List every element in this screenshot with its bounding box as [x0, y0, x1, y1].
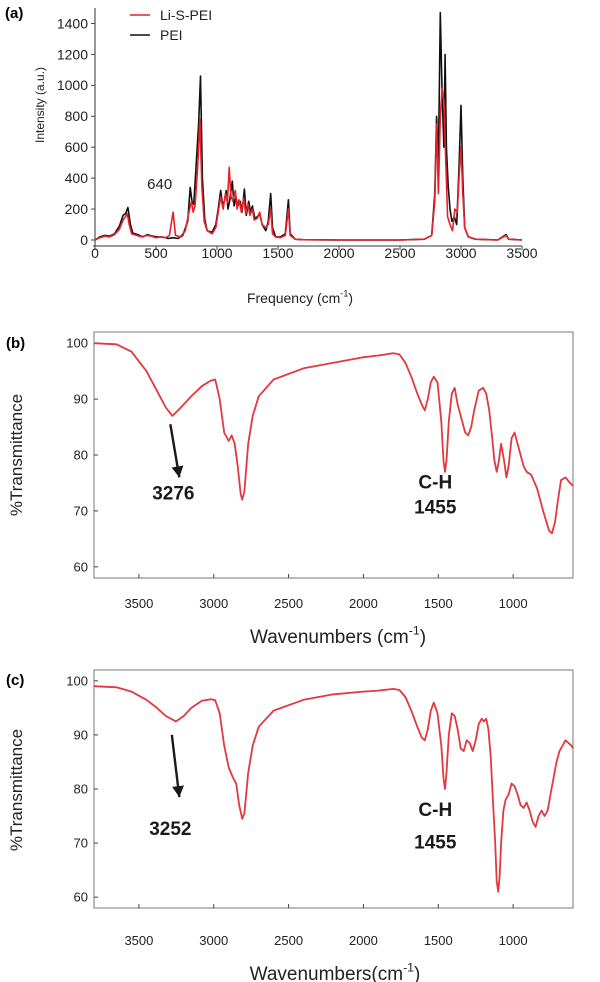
y-tick-label: 60 — [74, 559, 88, 574]
x-tick-label: 1500 — [424, 596, 453, 611]
x-axis-label: Wavenumbers(cm-1) — [250, 960, 421, 982]
annotation-label: C-H — [418, 800, 452, 821]
y-tick-label: 90 — [74, 727, 88, 742]
plot-frame — [93, 331, 574, 579]
x-tick-label: 1000 — [499, 933, 528, 948]
chart-panel-2: (c) 3500 3000 2500 2000 1500 1000 60 70 80 90 100 Wa… — [6, 669, 574, 982]
annotation-label: 1455 — [414, 498, 457, 519]
y-tick-label: 100 — [66, 336, 88, 351]
x-tick-label: 2500 — [384, 245, 415, 261]
annotation-label: 1455 — [414, 833, 457, 854]
x-axis-label-sup: -1 — [340, 289, 348, 299]
y-tick-label: 60 — [74, 890, 88, 905]
series-line-spectrum — [93, 342, 574, 535]
annotation-label: 3276 — [152, 484, 194, 505]
y-axis-label: %Transmittance — [7, 729, 26, 851]
y-tick-label: 100 — [66, 673, 88, 688]
x-axis-label-main: Wavenumbers(cm — [250, 964, 403, 982]
x-axis-label-end: ) — [420, 627, 426, 648]
panel-label: (a) — [5, 5, 23, 22]
chart-panel-0: (a) 0 500 1000 1500 2000 2500 3000 3500 0 200 400 60… — [5, 5, 538, 306]
legend-label: PEI — [160, 27, 183, 43]
chart-panel-1: (b) 3500 3000 2500 2000 1500 1000 60 70 80 90 100 Wa… — [6, 331, 574, 648]
y-tick-label: 0 — [80, 232, 88, 248]
x-tick-label: 3500 — [124, 933, 153, 948]
x-tick-label: 3500 — [506, 245, 537, 261]
x-tick-label: 2000 — [349, 596, 378, 611]
y-tick-label: 70 — [74, 836, 88, 851]
y-tick-label: 1400 — [57, 15, 88, 31]
series-line-spectrum — [93, 685, 574, 893]
y-tick-label: 200 — [65, 201, 89, 217]
arrow-head — [171, 465, 184, 478]
x-axis-label-sup: -1 — [403, 960, 414, 974]
x-tick-label: 500 — [144, 245, 168, 261]
plot-frame — [93, 669, 574, 909]
x-axis-label-end: ) — [414, 964, 420, 982]
annotation-label: 3252 — [149, 819, 191, 840]
legend-label: Li-S-PEI — [160, 7, 212, 23]
x-tick-label: 3500 — [124, 596, 153, 611]
y-tick-label: 70 — [74, 503, 88, 518]
x-tick-label: 2000 — [349, 933, 378, 948]
x-tick-label: 1000 — [499, 596, 528, 611]
y-tick-label: 400 — [65, 170, 89, 186]
legend: Li-S-PEI PEI — [130, 7, 212, 43]
x-tick-label: 2500 — [274, 933, 303, 948]
annotation-label: 640 — [147, 176, 172, 193]
x-axis-label-main: Frequency (cm — [247, 290, 340, 306]
series-line-li-s-pei — [94, 87, 523, 241]
x-axis-label-end: ) — [348, 290, 353, 306]
x-axis-label: Frequency (cm-1) — [247, 289, 353, 306]
y-tick-label: 1000 — [57, 77, 88, 93]
x-tick-label: 1000 — [201, 245, 232, 261]
y-axis-label: %Transmittance — [7, 394, 26, 516]
y-tick-label: 90 — [74, 392, 88, 407]
x-tick-label: 1500 — [424, 933, 453, 948]
y-axis-label: Intensity (a.u.) — [33, 67, 47, 143]
x-tick-label: 3000 — [445, 245, 476, 261]
x-axis-label-sup: -1 — [409, 623, 420, 637]
x-tick-label: 2000 — [323, 245, 354, 261]
x-tick-label: 3000 — [199, 933, 228, 948]
y-tick-label: 80 — [74, 448, 88, 463]
x-tick-label: 1500 — [262, 245, 293, 261]
x-axis-label: Wavenumbers (cm-1) — [250, 623, 426, 648]
panel-label: (c) — [6, 672, 24, 689]
y-tick-label: 80 — [74, 782, 88, 797]
x-tick-label: 2500 — [274, 596, 303, 611]
y-tick-label: 800 — [65, 108, 89, 124]
arrow-head — [172, 785, 184, 798]
x-tick-label: 3000 — [199, 596, 228, 611]
x-tick-label: 0 — [91, 245, 99, 261]
annotation-label: C-H — [418, 473, 452, 494]
y-tick-label: 600 — [65, 139, 89, 155]
x-axis-label-main: Wavenumbers (cm — [250, 627, 409, 648]
panel-label: (b) — [6, 335, 25, 352]
y-tick-label: 1200 — [57, 46, 88, 62]
